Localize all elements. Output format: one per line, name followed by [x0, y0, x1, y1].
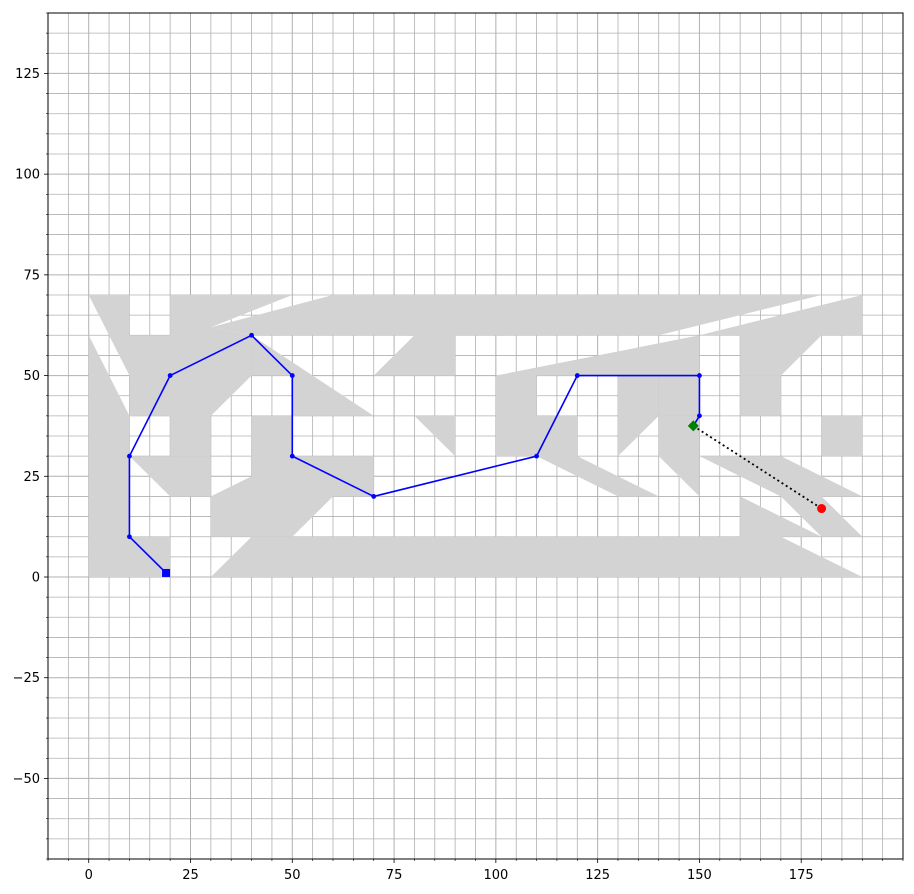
- x-tick-label: 100: [483, 868, 508, 883]
- obstacle-polygon: [210, 456, 293, 537]
- goal-marker: [817, 504, 827, 514]
- y-tick-label: 0: [32, 571, 40, 586]
- x-tick-label: 75: [386, 868, 403, 883]
- path-waypoint: [167, 373, 173, 378]
- obstacle-polygon: [129, 456, 211, 497]
- start-marker: [162, 568, 171, 577]
- axis-ticks: [44, 12, 904, 863]
- y-tick-label: −25: [13, 671, 40, 686]
- path-waypoint: [371, 494, 377, 499]
- obstacle-polygon: [210, 496, 863, 577]
- path-waypoint: [697, 413, 702, 419]
- path-waypoint: [574, 373, 580, 378]
- path-waypoint: [534, 453, 539, 459]
- y-tick-label: 75: [23, 268, 40, 283]
- path-waypoint: [697, 373, 702, 378]
- path-waypoint: [249, 332, 254, 338]
- obstacle-polygon: [658, 375, 700, 416]
- obstacle-polygon: [740, 375, 781, 416]
- path-waypoint: [127, 453, 132, 459]
- x-tick-label: 175: [789, 868, 814, 883]
- obstacle-polygon: [129, 375, 211, 416]
- path-waypoint: [127, 534, 132, 540]
- path-waypoint: [289, 453, 295, 459]
- x-tick-label: 125: [585, 868, 610, 883]
- y-tick-label: 100: [15, 168, 40, 183]
- y-tick-label: 125: [15, 67, 40, 82]
- y-tick-label: 25: [23, 470, 40, 485]
- obstacle-polygon: [495, 375, 537, 416]
- x-tick-label: 25: [182, 868, 199, 883]
- obstacle-polygon: [210, 295, 822, 376]
- obstacle-polygon: [699, 295, 863, 457]
- obstacle-polygon: [618, 375, 659, 457]
- x-tick-label: 50: [284, 868, 301, 883]
- x-tick-label: 150: [687, 868, 712, 883]
- y-tick-label: −50: [13, 772, 40, 787]
- path-markers: [127, 332, 827, 577]
- goal-connector-line: [692, 425, 823, 510]
- y-tick-label: 50: [23, 369, 40, 384]
- current-position-marker: [687, 420, 699, 432]
- obstacle-polygon: [658, 415, 700, 497]
- obstacle-polygon: [251, 335, 374, 416]
- obstacle-polygon: [88, 295, 293, 457]
- axis-tick-labels: 0 25 50 75 100 125 150 175 −50 −25 0 25 50 75 100 125: [13, 67, 814, 883]
- x-tick-label: 0: [85, 868, 93, 883]
- path-waypoint: [289, 373, 295, 378]
- obstacle-polygon: [780, 456, 863, 537]
